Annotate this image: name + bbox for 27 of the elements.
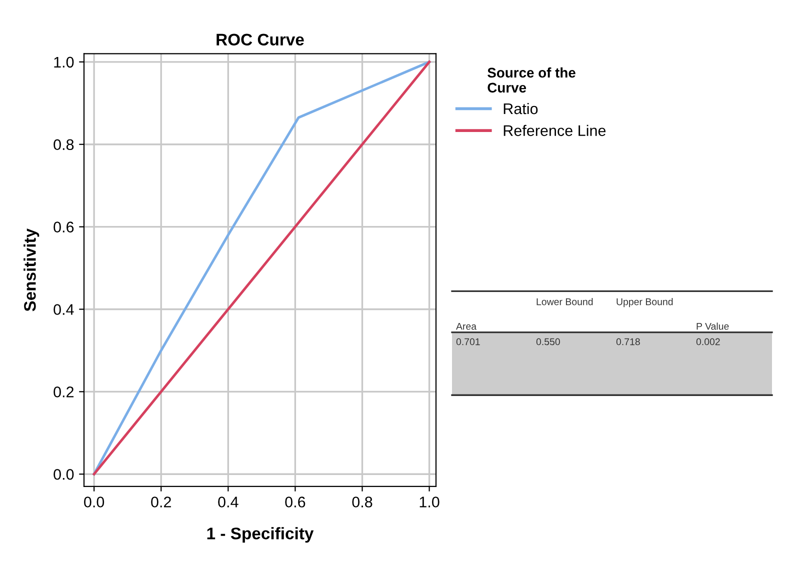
chart-title: ROC Curve xyxy=(216,34,304,46)
x-tick-label: 1.0 xyxy=(420,496,440,508)
text: 0.718 xyxy=(616,338,640,346)
y-axis-title: Sensitivity xyxy=(24,228,40,312)
text: Upper Bound xyxy=(616,298,673,308)
y-tick-label: 0.6 xyxy=(54,222,74,232)
text: 0.002 xyxy=(696,338,720,346)
y-tick-label: 0.4 xyxy=(54,304,74,315)
x-tick-label: 0.2 xyxy=(151,496,171,508)
x-tick-label: 0.0 xyxy=(84,496,104,508)
line-series xyxy=(92,60,431,476)
y-tick-label: 0.0 xyxy=(54,468,74,480)
x-tick-label: 0.4 xyxy=(218,496,238,508)
legend-title: Source of the Curve xyxy=(488,67,576,93)
text: 0.550 xyxy=(536,338,560,346)
x-tick-label: 0.6 xyxy=(285,496,306,508)
legend-label: Ratio xyxy=(504,102,538,114)
text: 0.701 xyxy=(456,338,480,346)
legend-label: Reference Line xyxy=(504,124,606,136)
text: Lower Bound xyxy=(536,298,593,306)
y-tick-label: 0.8 xyxy=(54,139,74,150)
y-tick-label: 1.0 xyxy=(54,56,74,68)
x-tick-label: 0.8 xyxy=(352,496,372,508)
text: Area xyxy=(456,322,477,330)
y-tick-label: 0.2 xyxy=(54,386,74,398)
text: P Value xyxy=(696,322,729,330)
x-axis-title: 1 - Specificity xyxy=(207,527,314,543)
